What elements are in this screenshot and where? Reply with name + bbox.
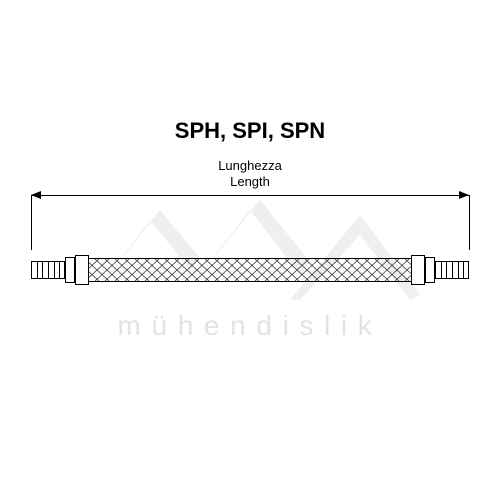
left-collar (75, 255, 89, 285)
left-hex (65, 257, 75, 283)
dimension-label-it: Lunghezza (0, 158, 500, 174)
thread-mark (37, 261, 38, 279)
thread-mark (441, 261, 442, 279)
right-hex (425, 257, 435, 283)
dimension-label: Lunghezza Length (0, 158, 500, 189)
diagram-canvas: mühendislik SPH, SPI, SPN Lunghezza Leng… (0, 0, 500, 500)
thread-mark (42, 261, 43, 279)
dimension-line (31, 195, 469, 196)
thread-mark (59, 261, 60, 279)
watermark-mountain-icon (70, 200, 430, 310)
thread-mark (54, 261, 55, 279)
thread-mark (463, 261, 464, 279)
dimension-arrow-left (31, 191, 41, 199)
braided-hose (89, 258, 411, 282)
thread-mark (446, 261, 447, 279)
thread-mark (452, 261, 453, 279)
dimension-extension-right (469, 195, 470, 250)
watermark-text: mühendislik (0, 310, 500, 342)
diagram-title: SPH, SPI, SPN (0, 118, 500, 144)
dimension-extension-left (31, 195, 32, 250)
right-collar (411, 255, 425, 285)
dimension-label-en: Length (0, 174, 500, 190)
thread-mark (458, 261, 459, 279)
dimension-arrow-right (459, 191, 469, 199)
thread-mark (48, 261, 49, 279)
